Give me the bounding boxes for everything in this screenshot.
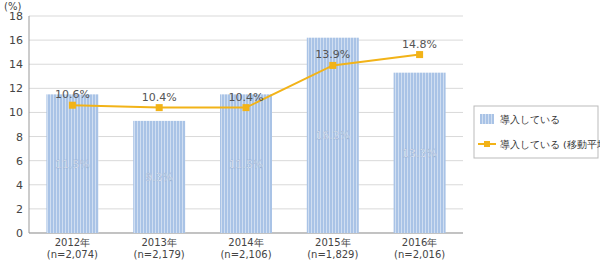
data-labels: 11.5% 9.3% 11.5% 16.2% 13.3% 10.6% 10.4% 10.4% 1…	[55, 38, 437, 184]
bar	[394, 73, 446, 233]
line-marker	[416, 51, 423, 58]
y-tick-label: 6	[16, 155, 23, 168]
line-label: 10.4%	[229, 91, 264, 104]
legend-box	[474, 106, 598, 158]
bar-label: 11.5%	[229, 158, 264, 171]
y-axis-label: (%)	[4, 1, 21, 12]
bar-label: 13.3%	[402, 147, 437, 160]
x-tick-label-line: (n=2,074)	[47, 249, 98, 260]
x-tick-label-line: (n=1,829)	[307, 249, 358, 260]
x-tick-label: 2014年(n=2,106)	[220, 237, 271, 260]
x-tick-label-line: 2013年	[141, 237, 176, 248]
grid	[29, 16, 463, 233]
legend-swatch	[480, 114, 494, 124]
y-tick-label: 4	[16, 179, 23, 192]
grid-line	[29, 40, 463, 41]
x-tick-label: 2012年(n=2,074)	[47, 237, 98, 260]
bar	[307, 38, 359, 233]
bar-label: 16.2%	[315, 129, 350, 142]
x-tick-label: 2016年(n=2,016)	[394, 237, 445, 260]
line-label: 14.8%	[402, 38, 437, 51]
x-tick-label-line: 2015年	[315, 237, 350, 248]
bar	[220, 94, 272, 233]
line-marker	[156, 104, 163, 111]
y-tick-label: 12	[9, 82, 23, 95]
legend-label: 導入している (移動平均)	[500, 139, 600, 150]
bar-label: 9.3%	[145, 171, 173, 184]
y-tick-label: 0	[16, 227, 23, 240]
legend-marker	[484, 141, 490, 147]
grid-line	[29, 64, 463, 65]
line	[72, 55, 419, 108]
bar	[133, 121, 185, 233]
bar-label: 11.5%	[55, 158, 90, 171]
line-marker	[329, 62, 336, 69]
x-tick-label-line: (n=2,016)	[394, 249, 445, 260]
line-marker	[69, 102, 76, 109]
x-tick-label-line: (n=2,106)	[220, 249, 271, 260]
x-tick-label: 2015年(n=1,829)	[307, 237, 358, 260]
x-tick-label-line: (n=2,179)	[134, 249, 185, 260]
legend-label: 導入している	[500, 114, 560, 125]
y-tick-label: 2	[16, 203, 23, 216]
y-tick-label: 14	[9, 58, 23, 71]
line-label: 13.9%	[315, 48, 350, 61]
grid-line	[29, 16, 463, 17]
chart-svg: 024681012141618(%)2012年(n=2,074)2013年(n=…	[0, 0, 600, 261]
y-tick-label: 8	[16, 131, 23, 144]
y-tick-label: 16	[9, 34, 23, 47]
line-label: 10.6%	[55, 88, 90, 101]
x-tick-label: 2013年(n=2,179)	[134, 237, 185, 260]
y-axis	[29, 16, 30, 233]
chart-container: 024681012141618(%)2012年(n=2,074)2013年(n=…	[0, 0, 600, 261]
bar	[46, 94, 98, 233]
line-label: 10.4%	[142, 91, 177, 104]
line-marker	[243, 104, 250, 111]
x-tick-label-line: 2012年	[55, 237, 90, 248]
y-tick-label: 10	[9, 106, 23, 119]
x-tick-label-line: 2016年	[402, 237, 437, 248]
marks	[46, 38, 445, 233]
x-tick-label-line: 2014年	[228, 237, 263, 248]
legend: 導入している導入している (移動平均)	[474, 106, 600, 158]
